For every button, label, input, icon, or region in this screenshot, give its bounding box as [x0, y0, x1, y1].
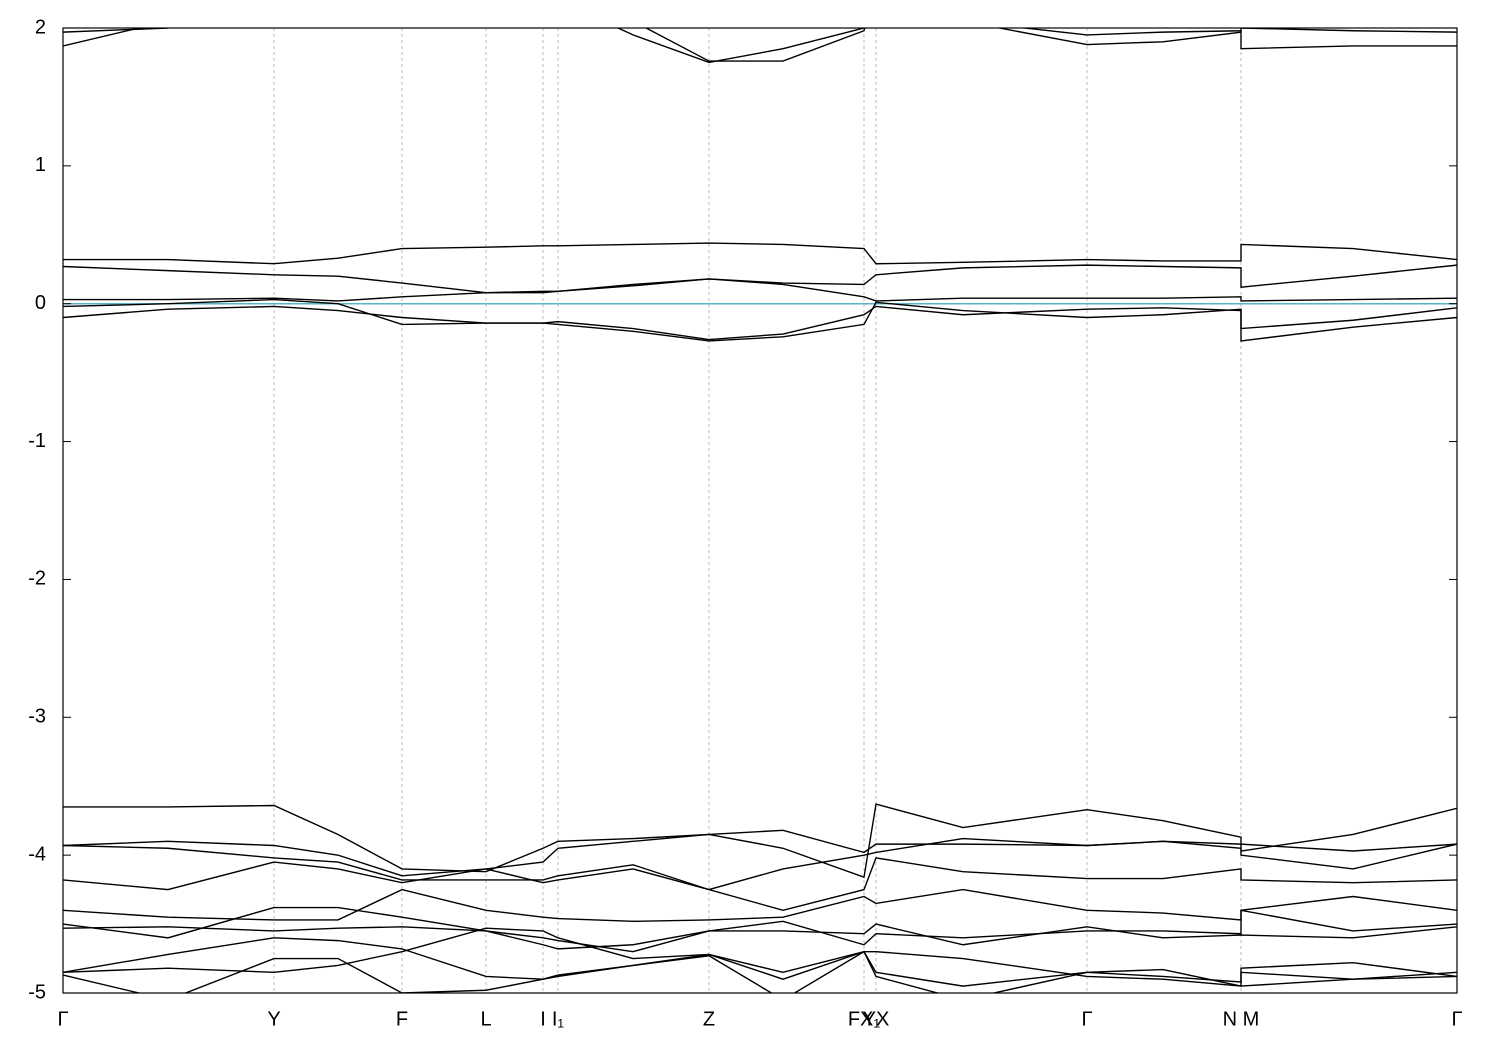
x-tick-label: Y	[267, 1008, 280, 1030]
x-tick-label: Γ	[57, 1008, 68, 1030]
band-line	[63, 829, 1457, 877]
band-line	[63, 906, 1457, 953]
x-tick-label: L	[480, 1008, 491, 1030]
x-tick-label: F	[396, 1008, 408, 1030]
band-line	[63, 857, 1457, 912]
y-tick-label: -1	[28, 430, 46, 452]
grid	[62, 28, 1458, 993]
band-line	[63, 28, 1457, 64]
band-line	[63, 264, 1457, 294]
plot-frame	[62, 27, 1458, 994]
x-tick-label: N M	[1223, 1008, 1260, 1030]
band-line	[63, 298, 1457, 341]
y-tick-label: -4	[28, 843, 46, 865]
y-tick-label: -3	[28, 706, 46, 728]
x-tick-label: Γ	[1081, 1008, 1092, 1030]
y-tick-label: -5	[28, 981, 46, 1003]
band-line	[63, 278, 1457, 302]
band-line	[63, 888, 1457, 923]
band-line	[63, 950, 1457, 993]
x-tick-label: YX	[863, 1008, 890, 1030]
x-tick-label: I	[540, 1008, 546, 1030]
x-tick-label: Γ	[1451, 1008, 1462, 1030]
y-tick-label: 0	[35, 292, 46, 314]
band-line	[63, 803, 1457, 879]
band-line	[63, 923, 1457, 950]
band-line	[63, 28, 1457, 62]
x-tick-label: Z	[703, 1008, 715, 1030]
y-tick-label: -2	[28, 568, 46, 590]
band-line	[63, 927, 1457, 987]
y-tick-label: 2	[35, 16, 46, 38]
plot-area	[63, 28, 1457, 993]
band-line	[63, 837, 1457, 891]
x-tick-label: FX₁	[848, 1008, 881, 1030]
y-tick-label: 1	[35, 154, 46, 176]
band-line	[63, 242, 1457, 265]
band-line	[63, 937, 1457, 987]
x-tick-label: I₁	[552, 1008, 565, 1030]
